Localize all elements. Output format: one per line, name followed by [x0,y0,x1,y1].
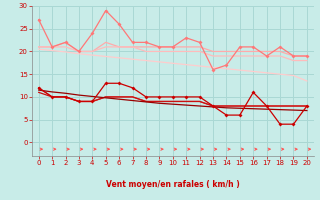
X-axis label: Vent moyen/en rafales ( km/h ): Vent moyen/en rafales ( km/h ) [106,180,240,189]
